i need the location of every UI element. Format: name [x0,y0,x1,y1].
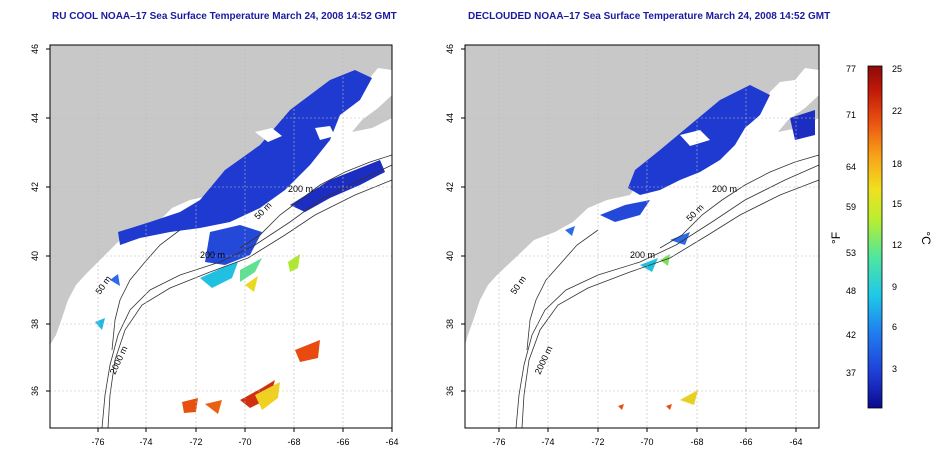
right-map-x-axis: -76 -74 -72 -70 -68 -66 -64 [492,428,803,447]
right-map-y-axis: 36 38 40 42 44 46 [445,44,465,396]
right-x-tick: -72 [591,437,604,447]
right-x-tick: -66 [739,437,752,447]
right-y-tick: 40 [445,251,455,261]
right-y-tick: 42 [445,182,455,192]
colorbar-c-tick: 6 [892,322,897,332]
left-map: 50 m 200 m 200 m 50 m 2000 m -76 -74 -72… [30,44,399,447]
left-x-tick: -64 [385,437,398,447]
right-map-title: DECLOUDED NOAA–17 Sea Surface Temperatur… [468,11,831,22]
colorbar-c-tick: 3 [892,364,897,374]
left-map-grid [50,45,392,428]
colorbar-f-tick: 64 [846,162,856,172]
left-map-land-nova-scotia [352,95,392,132]
left-map-frame [49,44,393,429]
colorbar-c-tick: 18 [892,159,902,169]
right-y-tick: 46 [445,44,455,54]
colorbar: 77 71 64 59 53 48 42 37 25 22 18 15 12 9… [829,64,933,409]
colorbar-c-tick: 15 [892,199,902,209]
colorbar-c-ticks: 25 22 18 15 12 9 6 3 [892,64,902,374]
colorbar-c-tick: 22 [892,106,902,116]
colorbar-f-tick: 37 [846,368,856,378]
right-x-tick: -68 [690,437,703,447]
colorbar-celsius-label: °C [919,231,933,245]
colorbar-c-tick: 25 [892,64,902,74]
left-x-tick: -76 [91,437,104,447]
left-map-contours [101,154,393,429]
left-contour-label-200m-a: 200 m [200,250,225,260]
left-x-tick: -70 [238,437,251,447]
left-x-tick: -68 [287,437,300,447]
colorbar-gradient [867,65,883,409]
right-y-tick: 44 [445,113,455,123]
colorbar-f-tick: 48 [846,286,856,296]
left-x-tick: -72 [189,437,202,447]
left-y-tick: 38 [30,319,40,329]
right-map: 50 m 200 m 200 m 50 m 2000 m -76 -74 -72… [445,44,820,447]
left-y-tick: 36 [30,386,40,396]
right-x-tick: -76 [492,437,505,447]
right-y-tick: 36 [445,386,455,396]
left-map-land-ne [330,45,392,70]
left-contour-label-200m-b: 200 m [288,184,313,194]
colorbar-f-tick: 77 [846,64,856,74]
left-x-tick: -66 [336,437,349,447]
colorbar-f-tick: 53 [846,248,856,258]
right-y-tick: 38 [445,319,455,329]
colorbar-c-tick: 12 [892,240,902,250]
right-x-tick: -64 [789,437,802,447]
colorbar-c-tick: 9 [892,282,897,292]
colorbar-f-ticks: 77 71 64 59 53 48 42 37 [846,64,856,378]
right-contour-label-200m-b: 200 m [712,184,737,194]
left-map-y-axis: 36 38 40 42 44 46 [30,44,50,396]
right-map-frame [464,44,820,429]
left-y-tick: 46 [30,44,40,54]
colorbar-fahrenheit-label: °F [829,232,843,244]
colorbar-f-tick: 59 [846,202,856,212]
colorbar-f-tick: 42 [846,330,856,340]
left-x-tick: -74 [139,437,152,447]
left-map-x-axis: -76 -74 -72 -70 -68 -66 -64 [91,428,399,447]
right-map-grid [465,45,819,428]
colorbar-f-tick: 71 [846,110,856,120]
right-x-tick: -70 [640,437,653,447]
left-y-tick: 44 [30,113,40,123]
left-y-tick: 42 [30,182,40,192]
left-map-title: RU COOL NOAA–17 Sea Surface Temperature … [52,11,397,22]
right-x-tick: -74 [541,437,554,447]
right-contour-label-200m-a: 200 m [630,250,655,260]
left-y-tick: 40 [30,251,40,261]
